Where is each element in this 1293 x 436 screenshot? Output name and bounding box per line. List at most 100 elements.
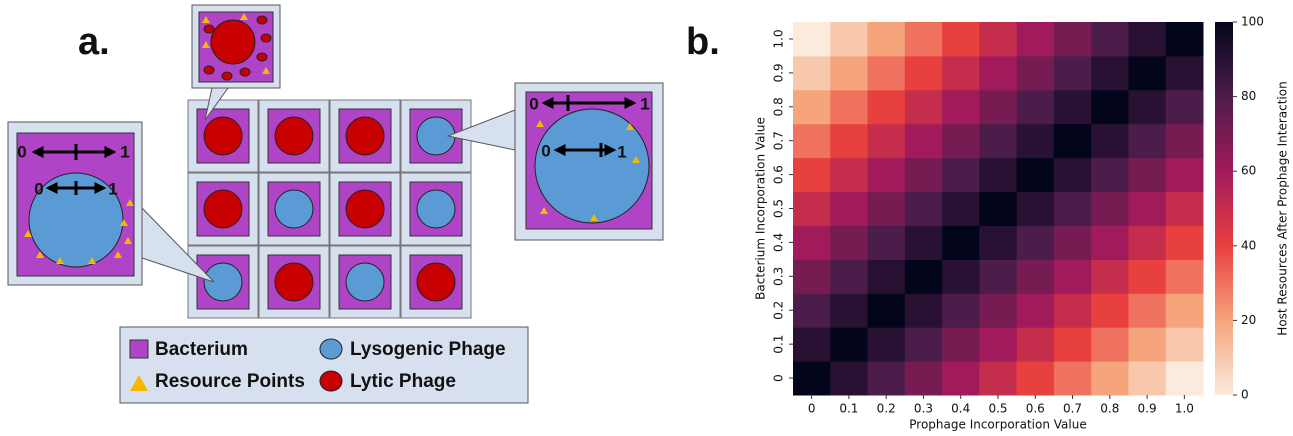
heat-cell xyxy=(942,56,980,90)
heat-cell xyxy=(868,124,906,158)
heat-cell xyxy=(868,22,906,56)
scale-label: 0 xyxy=(34,179,43,198)
heat-cell xyxy=(1017,259,1055,293)
heat-cell xyxy=(1166,361,1204,395)
x-tick-label: 0.3 xyxy=(914,402,933,416)
heat-cell xyxy=(905,361,943,395)
panel-label: a. xyxy=(78,21,110,63)
heat-cell xyxy=(830,225,868,259)
x-tick-label: 1.0 xyxy=(1175,402,1194,416)
heat-cell xyxy=(1091,22,1129,56)
heat-cell xyxy=(793,124,831,158)
heat-cell xyxy=(1128,225,1166,259)
x-tick-label: 0.7 xyxy=(1063,402,1082,416)
phage xyxy=(204,263,242,301)
x-axis-label: Prophage Incorporation Value xyxy=(909,418,1086,432)
x-tick-label: 0.2 xyxy=(877,402,896,416)
heat-cell xyxy=(1054,361,1092,395)
heat-cell xyxy=(905,56,943,90)
heat-cell xyxy=(1128,259,1166,293)
heat-cell xyxy=(942,327,980,361)
heat-cell xyxy=(1166,22,1204,56)
heat-cell xyxy=(1128,293,1166,327)
phage xyxy=(417,263,455,301)
heat-cell xyxy=(868,259,906,293)
phage xyxy=(275,263,313,301)
phage xyxy=(204,190,242,228)
y-tick-label: 0.6 xyxy=(772,165,786,184)
heat-cell xyxy=(1017,293,1055,327)
zoom-right: 0 1 0 1 xyxy=(448,83,663,240)
heat-cell xyxy=(905,225,943,259)
y-tick-label: 0 xyxy=(772,374,786,382)
y-tick-label: 0.4 xyxy=(772,233,786,252)
heat-cell xyxy=(1166,124,1204,158)
heat-cell xyxy=(1091,124,1129,158)
x-tick-label: 0.1 xyxy=(839,402,858,416)
legend-label: Lytic Phage xyxy=(350,371,456,392)
heat-cell xyxy=(793,293,831,327)
heat-cell xyxy=(1054,192,1092,226)
heat-cell xyxy=(830,124,868,158)
heat-cell xyxy=(868,90,906,124)
cell-grid xyxy=(188,100,471,318)
heat-cell xyxy=(830,293,868,327)
heat-cell xyxy=(1017,90,1055,124)
heat-cell xyxy=(793,259,831,293)
scale-label: 1 xyxy=(640,94,649,113)
heat-cell xyxy=(868,192,906,226)
heat-cell xyxy=(1091,259,1129,293)
heat-cell xyxy=(830,327,868,361)
heat-cell xyxy=(1091,192,1129,226)
heat-cell xyxy=(1091,293,1129,327)
heat-cell xyxy=(868,225,906,259)
scale-label: 1 xyxy=(108,179,117,198)
heat-cell xyxy=(830,56,868,90)
heat-cell xyxy=(979,124,1017,158)
heat-cell xyxy=(979,327,1017,361)
heat-cell xyxy=(793,90,831,124)
scale-label: 0 xyxy=(17,142,26,161)
heat-cell xyxy=(1054,90,1092,124)
heat-cell xyxy=(868,158,906,192)
x-tick-label: 0.4 xyxy=(951,402,970,416)
heat-cell xyxy=(1128,56,1166,90)
legend-label: Resource Points xyxy=(155,371,305,392)
y-tick-label: 0.3 xyxy=(772,267,786,286)
heat-cell xyxy=(1166,56,1204,90)
x-tick-label: 0.9 xyxy=(1138,402,1157,416)
heat-cell xyxy=(942,192,980,226)
heat-cell xyxy=(1017,192,1055,226)
colorbar-label: Host Resources After Prophage Interactio… xyxy=(1276,81,1290,335)
heat-cell xyxy=(1166,259,1204,293)
y-tick-label: 0.1 xyxy=(772,335,786,354)
heat-cell xyxy=(1017,56,1055,90)
scale-label: 0 xyxy=(541,141,550,160)
scale-label: 0 xyxy=(529,94,538,113)
heat-cell xyxy=(1166,225,1204,259)
heat-cell xyxy=(1054,225,1092,259)
heat-cell xyxy=(1166,293,1204,327)
heat-cell xyxy=(942,158,980,192)
heat-cell xyxy=(1017,327,1055,361)
colorbar-tick-label: 20 xyxy=(1241,313,1256,327)
heat-cell xyxy=(1128,124,1166,158)
heat-cell xyxy=(1017,225,1055,259)
colorbar-tick-label: 80 xyxy=(1241,89,1256,103)
heat-cell xyxy=(1054,56,1092,90)
heat-cell xyxy=(1091,225,1129,259)
heat-cell xyxy=(905,259,943,293)
heat-cell xyxy=(1054,158,1092,192)
heat-cell xyxy=(979,259,1017,293)
heat-cell xyxy=(979,361,1017,395)
heat-cell xyxy=(1054,293,1092,327)
heat-cell xyxy=(830,192,868,226)
heat-cell xyxy=(905,124,943,158)
heatmap: 00.10.20.30.40.50.60.70.80.91.000.10.20.… xyxy=(754,15,1290,432)
heat-cell xyxy=(1091,327,1129,361)
heat-cell xyxy=(979,158,1017,192)
y-tick-label: 0.5 xyxy=(772,199,786,218)
scale-label: 1 xyxy=(120,142,129,161)
y-tick-label: 1.0 xyxy=(772,29,786,48)
phage xyxy=(346,117,384,155)
